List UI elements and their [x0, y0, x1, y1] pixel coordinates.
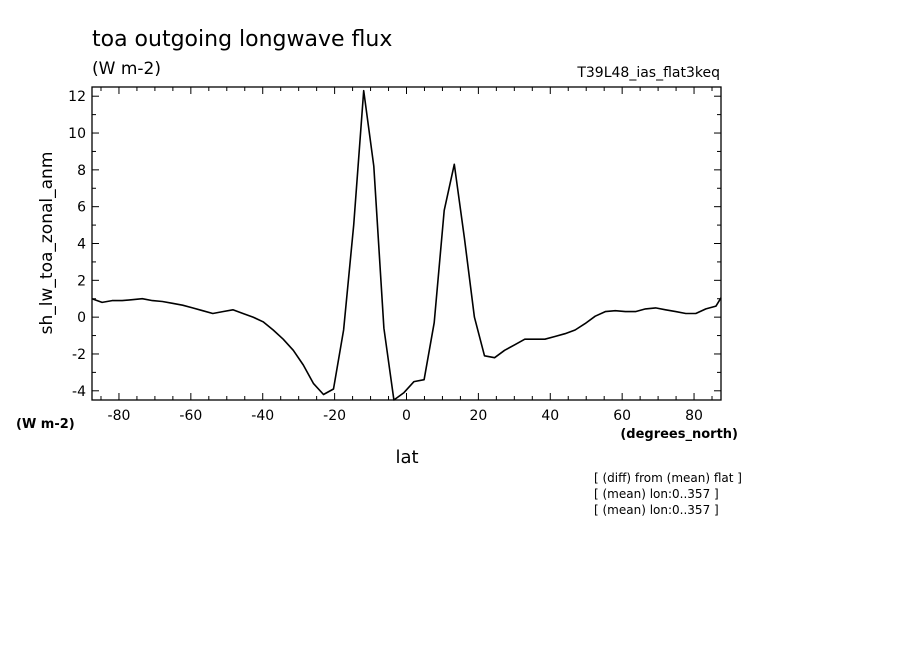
x-tick-label: 60 [613, 408, 631, 424]
y-tick-label: 10 [68, 126, 86, 142]
x-tick-label: 80 [685, 408, 703, 424]
plot-frame [91, 86, 722, 401]
y-axis-units: (W m-2) [16, 417, 75, 432]
y-tick-label: 8 [77, 163, 86, 179]
y-tick-label: 2 [77, 273, 86, 289]
x-axis-ticks: -80 -60 -40 -20 0 20 40 60 80 [100, 87, 713, 424]
note-line-1: [ (diff) from (mean) flat ] [594, 471, 742, 485]
y-axis-ticks: -4 -2 0 2 4 6 8 10 12 [68, 89, 721, 400]
x-tick-label: -80 [108, 408, 131, 424]
series-line [91, 89, 722, 401]
series-group [91, 89, 722, 401]
x-tick-label: 20 [469, 408, 487, 424]
x-axis-label: lat [395, 447, 418, 468]
x-tick-label: 40 [541, 408, 559, 424]
y-tick-label: 4 [77, 237, 86, 253]
note-line-3: [ (mean) lon:0..357 ] [594, 503, 719, 517]
note-line-2: [ (mean) lon:0..357 ] [594, 487, 719, 501]
y-tick-label: -4 [72, 384, 86, 400]
x-axis-units: (degrees_north) [620, 427, 738, 442]
run-label: T39L48_ias_flat3keq [576, 65, 720, 81]
y-tick-label: 0 [77, 310, 86, 326]
y-axis-label: sh_lw_toa_zonal_anm [37, 152, 57, 335]
x-tick-label: -60 [179, 408, 202, 424]
x-tick-label: -40 [251, 408, 274, 424]
x-tick-label: -20 [323, 408, 346, 424]
title-units: (W m-2) [92, 59, 161, 79]
y-tick-label: -2 [72, 347, 86, 363]
y-tick-label: 12 [68, 89, 86, 105]
chart-title: toa outgoing longwave flux [92, 27, 392, 52]
y-tick-label: 6 [77, 200, 86, 216]
x-tick-label: 0 [402, 408, 411, 424]
